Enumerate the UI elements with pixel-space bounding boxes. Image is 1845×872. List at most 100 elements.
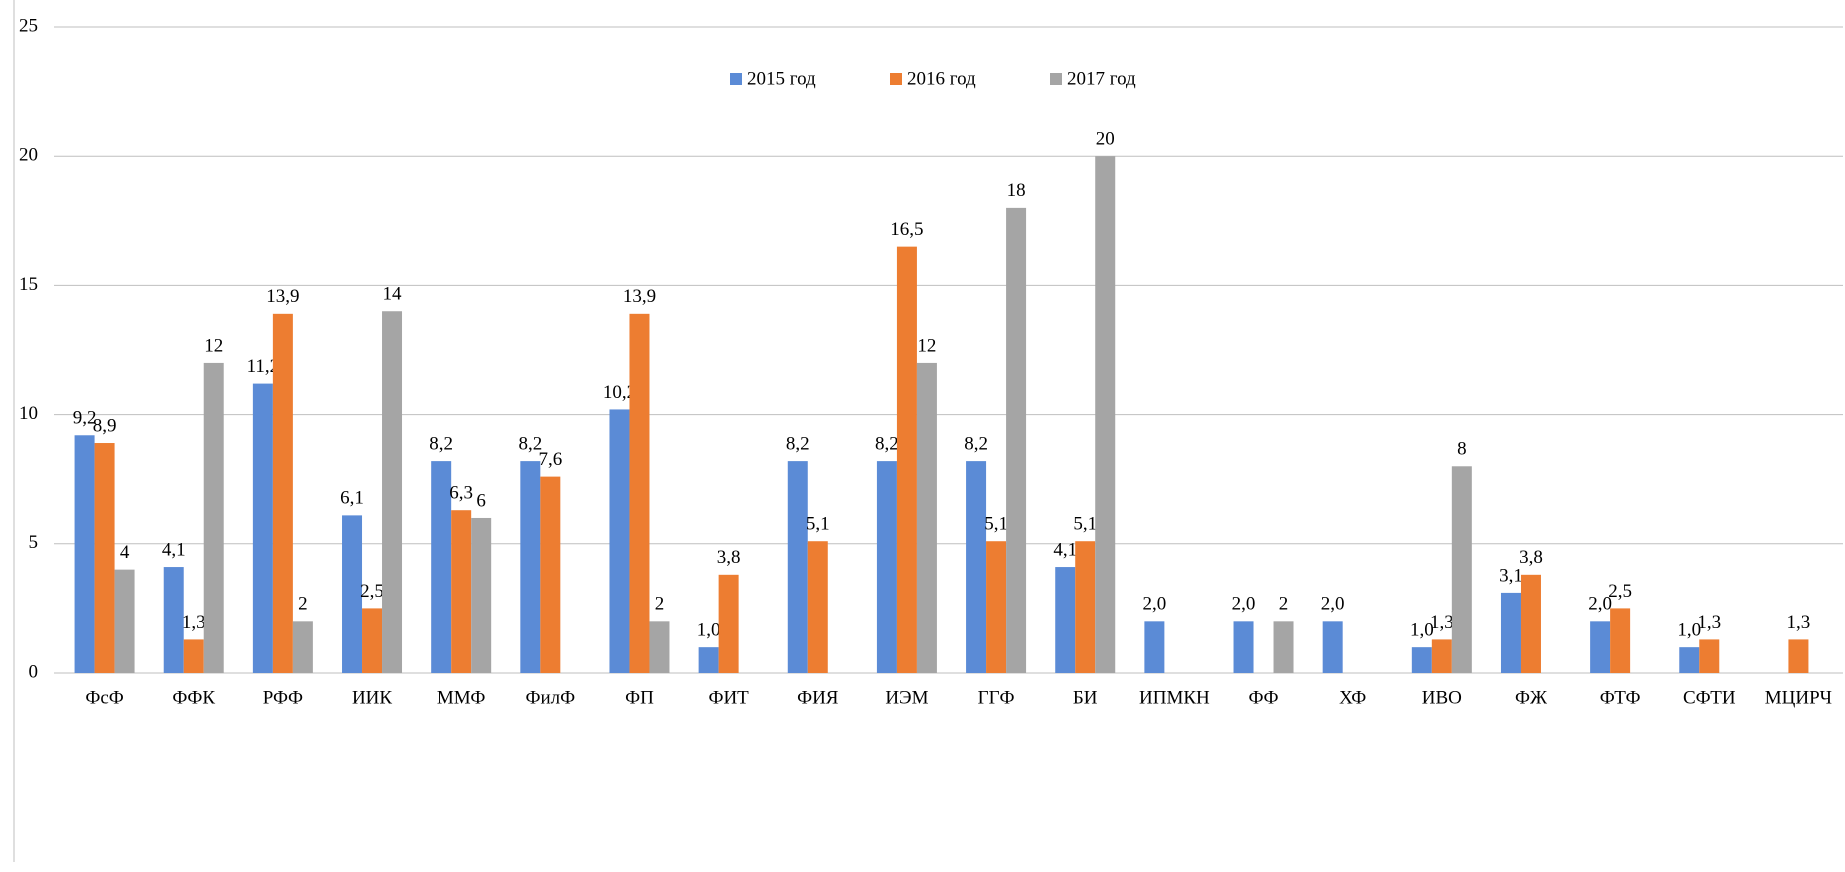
bar — [629, 313, 650, 673]
data-label: 11,2 — [247, 356, 280, 377]
x-tick-label: ФЖ — [1515, 687, 1548, 708]
bar — [649, 621, 670, 673]
bar — [540, 476, 561, 673]
bar — [1233, 621, 1254, 673]
legend-label: 2015 год — [747, 68, 816, 89]
bar — [1500, 592, 1521, 673]
data-label: 14 — [383, 284, 403, 305]
x-tick-label: ФТФ — [1600, 687, 1641, 708]
bar — [1006, 207, 1027, 673]
data-label: 2,0 — [1232, 594, 1256, 615]
data-label: 2,0 — [1321, 594, 1345, 615]
data-label: 7,6 — [538, 449, 562, 470]
data-label: 8,2 — [429, 433, 453, 454]
legend-swatch — [1050, 73, 1062, 85]
legend-label: 2017 год — [1067, 68, 1136, 89]
x-tick-label: ИПМКН — [1139, 687, 1210, 708]
data-label: 3,1 — [1499, 565, 1523, 586]
data-label: 20 — [1096, 129, 1115, 150]
x-tick-label: РФФ — [263, 687, 303, 708]
bar — [787, 461, 808, 673]
bar — [916, 362, 937, 673]
x-tick-label: ММФ — [437, 687, 486, 708]
y-tick-label: 25 — [19, 15, 38, 36]
bar — [114, 569, 135, 673]
data-label: 1,3 — [182, 612, 206, 633]
bar — [382, 311, 403, 673]
x-tick-label: БИ — [1073, 687, 1098, 708]
x-tick-label: ФИЯ — [797, 687, 839, 708]
data-label: 1,0 — [1410, 620, 1434, 641]
data-label: 13,9 — [266, 286, 299, 307]
data-label: 3,8 — [717, 547, 741, 568]
bar — [1273, 621, 1294, 673]
data-label: 8,9 — [93, 415, 117, 436]
x-tick-label: СФТИ — [1683, 687, 1736, 708]
bar — [807, 541, 828, 673]
bar — [966, 461, 987, 673]
data-label: 2,5 — [1608, 581, 1632, 602]
bar — [252, 383, 273, 673]
data-label: 6 — [476, 490, 486, 511]
bar — [1431, 639, 1452, 673]
data-label: 4 — [120, 542, 130, 563]
bar — [1451, 466, 1472, 673]
data-label: 2,0 — [1588, 594, 1612, 615]
x-tick-label: ХФ — [1339, 687, 1366, 708]
bar — [718, 574, 739, 673]
legend-swatch — [730, 73, 742, 85]
bar — [292, 621, 313, 673]
bar — [520, 461, 541, 673]
bar — [1520, 574, 1541, 673]
data-label: 8,2 — [518, 433, 542, 454]
bar — [1788, 639, 1809, 673]
bar — [1679, 647, 1700, 673]
data-label: 9,2 — [73, 408, 97, 429]
data-label: 5,1 — [806, 514, 830, 535]
data-label: 3,8 — [1519, 547, 1543, 568]
data-label: 2 — [298, 594, 308, 615]
y-tick-label: 15 — [19, 274, 38, 295]
bar — [1055, 567, 1076, 673]
data-label: 1,3 — [1697, 612, 1721, 633]
bar — [1144, 621, 1165, 673]
data-label: 16,5 — [890, 219, 923, 240]
data-label: 8,2 — [786, 433, 810, 454]
bar — [183, 639, 204, 673]
data-label: 1,0 — [1677, 620, 1701, 641]
data-label: 12 — [204, 335, 223, 356]
x-tick-label: ИИК — [352, 687, 392, 708]
y-tick-label: 20 — [19, 145, 38, 166]
bar — [986, 541, 1007, 673]
data-label: 13,9 — [623, 286, 656, 307]
bar — [163, 567, 184, 673]
x-tick-label: ФсФ — [85, 687, 123, 708]
y-tick-label: 10 — [19, 403, 38, 424]
bar — [1095, 156, 1116, 673]
bar — [1590, 621, 1611, 673]
bar — [1411, 647, 1432, 673]
bar — [876, 461, 897, 673]
bar — [272, 313, 293, 673]
data-label: 2 — [655, 594, 665, 615]
data-label: 1,3 — [1787, 612, 1811, 633]
bar — [431, 461, 452, 673]
bar — [74, 435, 95, 673]
x-tick-label: ФФК — [172, 687, 215, 708]
x-tick-label: ИЭМ — [885, 687, 928, 708]
legend-label: 2016 год — [907, 68, 976, 89]
y-tick-label: 5 — [29, 532, 39, 553]
bar — [342, 515, 363, 673]
data-label: 6,3 — [449, 483, 473, 504]
bar — [451, 510, 472, 673]
data-label: 12 — [917, 335, 936, 356]
bar — [609, 409, 630, 673]
data-label: 8 — [1457, 439, 1467, 460]
data-label: 1,0 — [697, 620, 721, 641]
bar — [94, 443, 115, 673]
data-label: 6,1 — [340, 488, 364, 509]
data-label: 2 — [1279, 594, 1289, 615]
data-label: 4,1 — [1053, 539, 1077, 560]
bar — [362, 608, 383, 673]
